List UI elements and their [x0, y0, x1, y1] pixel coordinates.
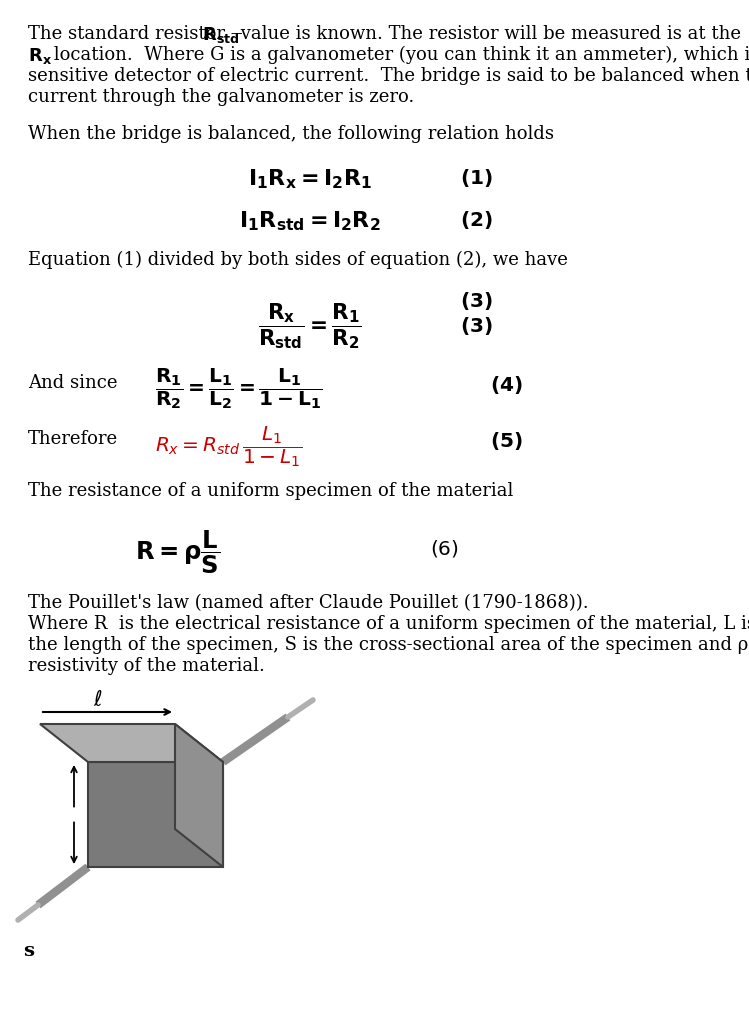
Text: $\mathbf{R}_{\mathbf{std}}$: $\mathbf{R}_{\mathbf{std}}$ — [202, 25, 240, 45]
Polygon shape — [88, 762, 223, 867]
Text: sensitive detector of electric current.  The bridge is said to be balanced when : sensitive detector of electric current. … — [28, 67, 749, 85]
Text: $\mathbf{(4)}$: $\mathbf{(4)}$ — [490, 374, 523, 396]
Text: $\mathbf{I_1R_x = I_2R_1}$: $\mathbf{I_1R_x = I_2R_1}$ — [248, 167, 372, 190]
Text: $\mathbf{R = \rho\dfrac{L}{S}}$: $\mathbf{R = \rho\dfrac{L}{S}}$ — [135, 528, 220, 575]
Text: $\mathbf{\dfrac{R_x}{R_{std}} = \dfrac{R_1}{R_2}}$: $\mathbf{\dfrac{R_x}{R_{std}} = \dfrac{R… — [258, 301, 362, 351]
Text: the length of the specimen, S is the cross-sectional area of the specimen and ρ : the length of the specimen, S is the cro… — [28, 636, 749, 654]
Text: Equation (1) divided by both sides of equation (2), we have: Equation (1) divided by both sides of eq… — [28, 251, 568, 269]
Text: When the bridge is balanced, the following relation holds: When the bridge is balanced, the followi… — [28, 125, 554, 143]
Text: $\mathbf{(2)}$: $\mathbf{(2)}$ — [460, 209, 493, 231]
Text: The standard resistor --: The standard resistor -- — [28, 25, 249, 43]
Text: $\mathbf{(1)}$: $\mathbf{(1)}$ — [460, 167, 493, 189]
Text: $\ell$: $\ell$ — [93, 690, 103, 710]
Text: The resistance of a uniform specimen of the material: The resistance of a uniform specimen of … — [28, 482, 513, 500]
Polygon shape — [175, 724, 223, 867]
Text: value is known. The resistor will be measured is at the: value is known. The resistor will be mea… — [235, 25, 741, 43]
Text: Where R  is the electrical resistance of a uniform specimen of the material, L i: Where R is the electrical resistance of … — [28, 615, 749, 633]
Text: $\mathbf{(3)}$: $\mathbf{(3)}$ — [460, 290, 493, 312]
Text: $R_x = R_{std}\,\dfrac{L_1}{1-L_1}$: $R_x = R_{std}\,\dfrac{L_1}{1-L_1}$ — [155, 424, 303, 469]
Text: current through the galvanometer is zero.: current through the galvanometer is zero… — [28, 88, 414, 106]
Text: $\mathbf{R}_{\mathbf{x}}$: $\mathbf{R}_{\mathbf{x}}$ — [28, 46, 52, 66]
Text: The Pouillet's law (named after Claude Pouillet (1790-1868)).: The Pouillet's law (named after Claude P… — [28, 594, 589, 612]
Text: And since: And since — [28, 374, 118, 392]
Text: location.  Where G is a galvanometer (you can think it an ammeter), which is a: location. Where G is a galvanometer (you… — [48, 46, 749, 65]
Polygon shape — [40, 724, 223, 762]
Text: $\mathbf{\dfrac{R_1}{R_2} = \dfrac{L_1}{L_2} = \dfrac{L_1}{1-L_1}}$: $\mathbf{\dfrac{R_1}{R_2} = \dfrac{L_1}{… — [155, 366, 323, 411]
Text: resistivity of the material.: resistivity of the material. — [28, 657, 265, 675]
Text: $\mathbf{(3)}$: $\mathbf{(3)}$ — [460, 315, 493, 337]
Text: s: s — [23, 942, 34, 961]
Text: Therefore: Therefore — [28, 430, 118, 449]
Text: $\mathbf{I_1R_{std} = I_2R_2}$: $\mathbf{I_1R_{std} = I_2R_2}$ — [239, 209, 381, 232]
Text: $(6)$: $(6)$ — [430, 538, 459, 559]
Text: $\mathbf{(5)}$: $\mathbf{(5)}$ — [490, 430, 523, 452]
